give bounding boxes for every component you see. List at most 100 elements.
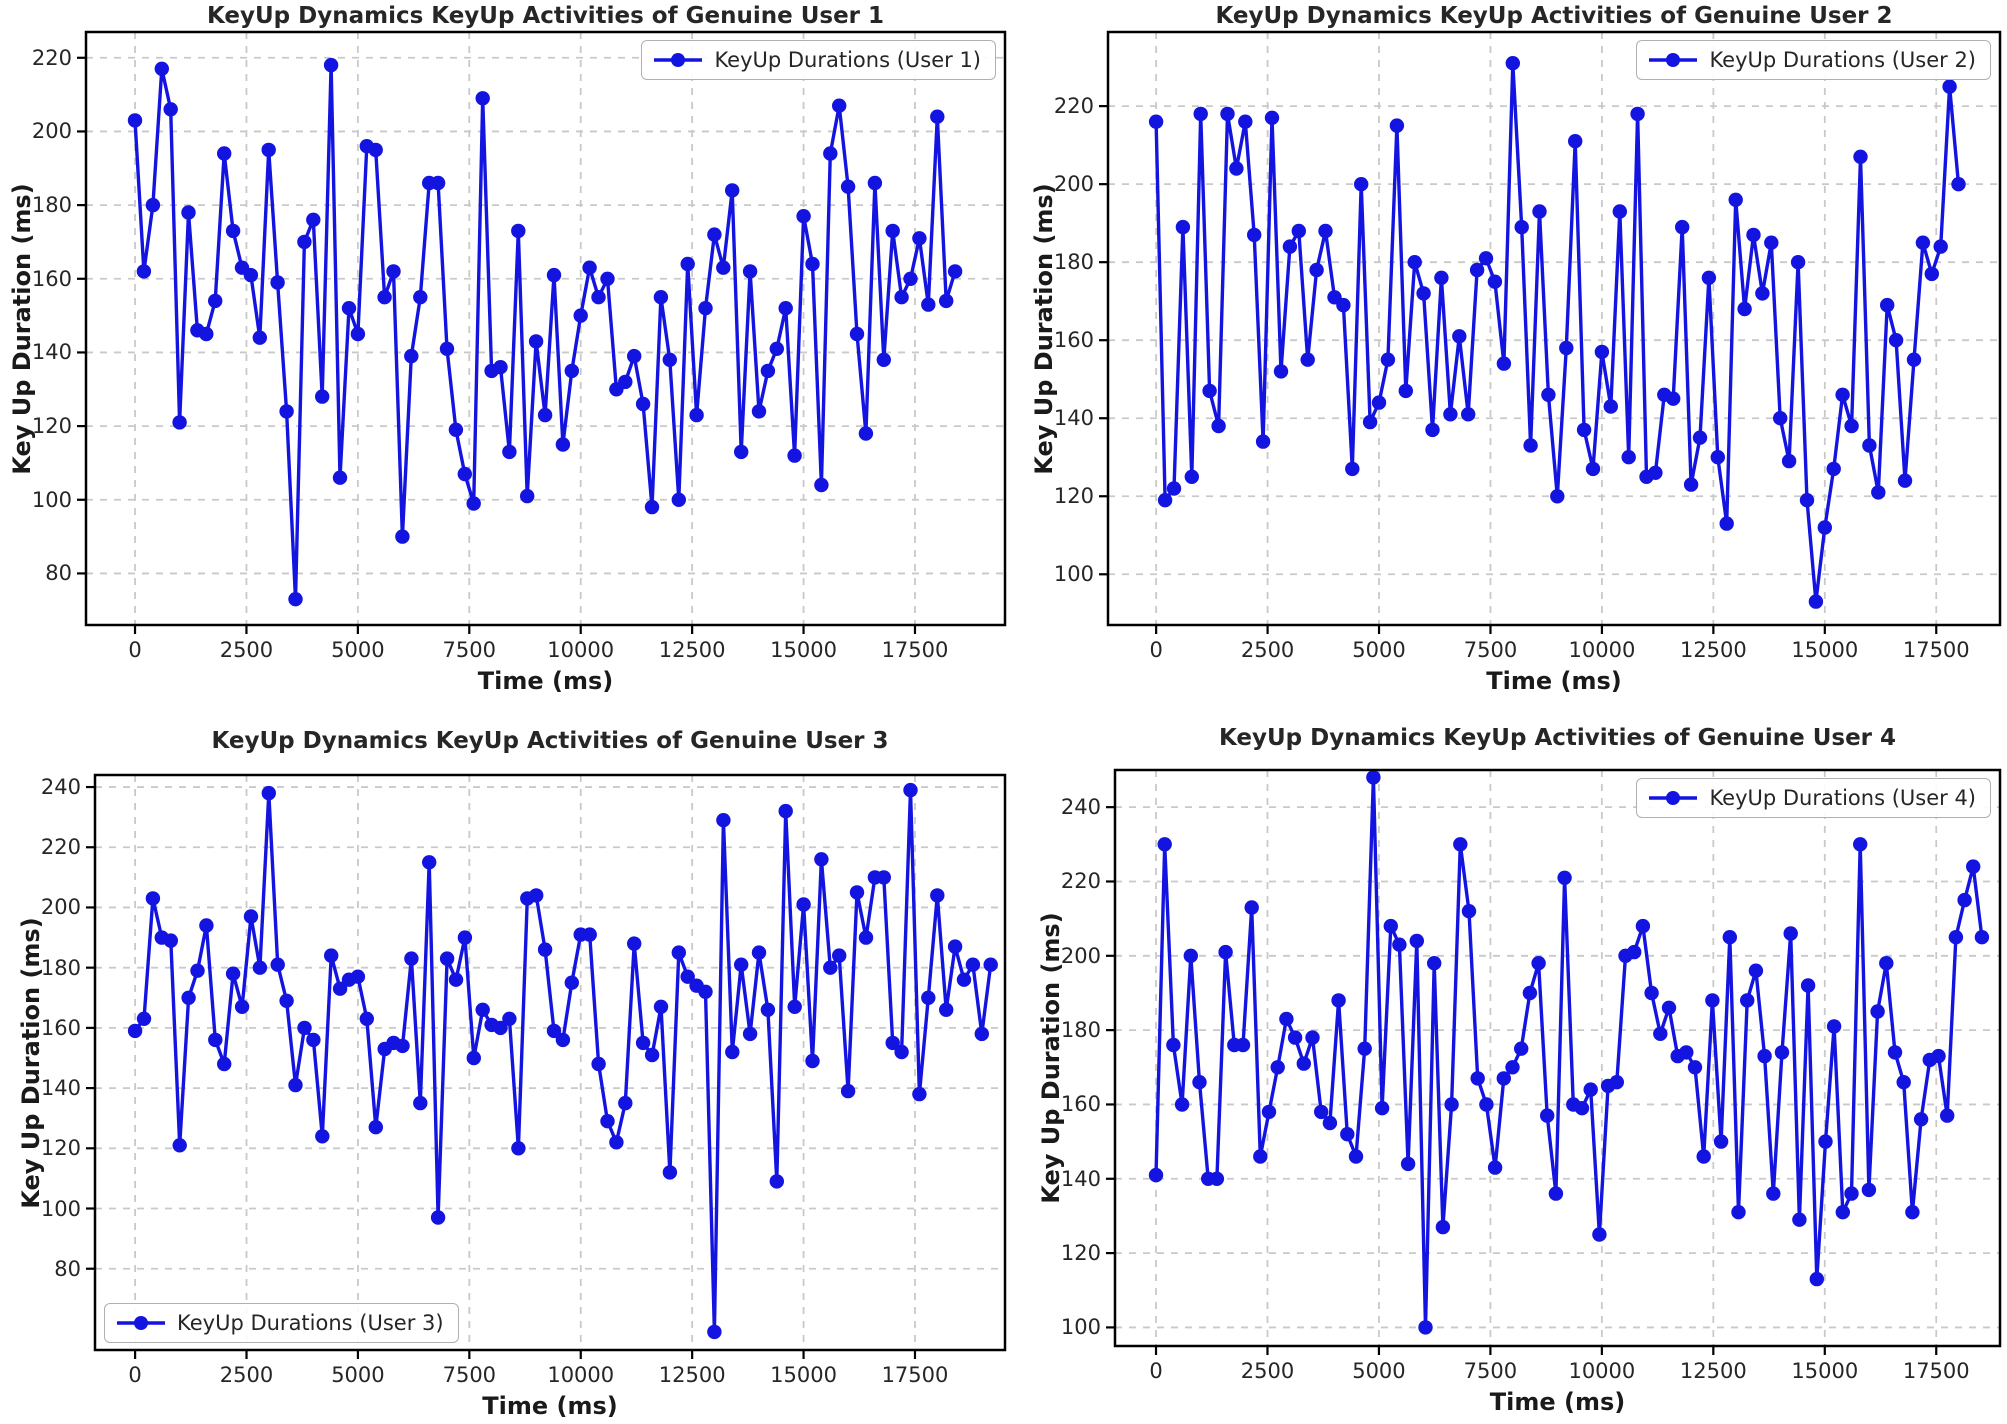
x-tick-label: 7500 [442, 1363, 497, 1387]
y-tick-label: 200 [31, 119, 72, 144]
legend-label: KeyUp Durations (User 4) [1709, 786, 1976, 810]
data-point-marker [1389, 118, 1405, 133]
x-axis-label: Time (ms) [1486, 667, 1622, 695]
data-point-marker [448, 422, 464, 437]
y-tick-label: 120 [31, 414, 72, 439]
data-point-marker [1371, 395, 1387, 410]
data-point-marker [760, 1002, 776, 1017]
data-point-marker [1748, 963, 1764, 978]
data-point-marker [698, 984, 713, 999]
data-point-marker [1469, 262, 1485, 278]
data-point-marker [1931, 1048, 1946, 1064]
data-point-marker [413, 1095, 428, 1111]
data-point-marker [395, 529, 410, 544]
data-point-marker [1418, 1320, 1433, 1335]
data-point-marker [190, 963, 205, 978]
data-point-marker [742, 1026, 758, 1042]
data-point-marker [983, 957, 998, 972]
legend-label: KeyUp Durations (User 2) [1709, 48, 1976, 72]
data-point-marker [1897, 473, 1913, 488]
data-point-marker [912, 1086, 927, 1102]
data-point-marker [1434, 270, 1449, 285]
data-point-marker [680, 969, 695, 984]
data-point-marker [136, 264, 152, 279]
data-point-marker [1261, 1104, 1277, 1120]
data-point-marker [1887, 1045, 1903, 1060]
data-point-marker [1774, 1045, 1790, 1060]
data-point-marker [208, 1032, 223, 1048]
data-point-marker [306, 212, 321, 227]
series-line [1154, 61, 1961, 604]
data-point-marker [573, 308, 588, 323]
data-point-marker [1392, 937, 1407, 952]
x-axis-label: Time (ms) [1489, 1388, 1626, 1416]
data-point-marker [734, 444, 749, 460]
data-point-marker [1576, 422, 1592, 438]
data-point-marker [849, 885, 865, 900]
data-point-marker [627, 348, 642, 364]
data-point-marker [1844, 418, 1859, 434]
data-point-marker [1792, 1212, 1807, 1227]
data-point-marker [493, 360, 508, 375]
data-point-marker [1648, 465, 1663, 480]
data-point-marker [1612, 204, 1628, 219]
x-tick-label: 12500 [1679, 1359, 1747, 1383]
data-point-marker [1461, 407, 1476, 422]
data-point-marker [671, 492, 686, 507]
data-point-marker [199, 918, 214, 933]
y-tick-label: 160 [1060, 1092, 1101, 1117]
data-point-marker [395, 1038, 410, 1054]
data-point-marker [1661, 1000, 1677, 1015]
data-point-marker [1238, 114, 1253, 129]
axes-spines [93, 773, 1007, 1352]
data-point-marker [1781, 453, 1797, 469]
data-point-marker [1183, 948, 1199, 963]
data-point-marker [787, 448, 802, 463]
data-point-marker [1722, 930, 1738, 945]
data-point-marker [1270, 1060, 1285, 1075]
data-point-marker [1514, 1041, 1529, 1056]
data-point-marker [653, 290, 669, 305]
data-point-marker [1621, 450, 1636, 465]
data-point-marker [546, 1023, 562, 1039]
data-point-marker [555, 437, 571, 452]
data-point-marker [1345, 461, 1360, 477]
data-point-marker [947, 264, 963, 279]
y-tick-label: 180 [31, 193, 72, 218]
data-point-marker [225, 966, 241, 981]
y-axis-label: Key Up Duration (ms) [17, 916, 45, 1209]
data-point-marker [1710, 450, 1726, 465]
data-point-marker [1603, 399, 1619, 414]
x-tick-label: 7500 [1463, 1359, 1518, 1383]
data-point-marker [1357, 1041, 1372, 1056]
chart-title: KeyUp Dynamics KeyUp Activities of Genui… [206, 3, 885, 29]
data-point-marker [814, 852, 829, 867]
data-point-marker [1348, 1149, 1364, 1164]
data-point-marker [154, 61, 169, 76]
data-point-marker [1264, 110, 1280, 126]
data-point-marker [529, 888, 544, 903]
data-point-marker [252, 960, 268, 975]
legend-box: KeyUp Durations (User 4) [1636, 778, 1991, 818]
data-point-marker [1817, 520, 1833, 535]
data-point-marker [1192, 1075, 1207, 1090]
data-point-marker [1826, 1019, 1842, 1034]
data-point-marker [1287, 1030, 1303, 1045]
data-point-marker [1366, 770, 1381, 785]
data-point-marker [1568, 134, 1583, 149]
data-point-marker [457, 930, 473, 945]
data-point-marker [288, 592, 303, 607]
legend-line-marker-icon [654, 53, 703, 67]
x-tick-label: 10000 [1568, 638, 1636, 662]
data-point-marker [662, 352, 677, 367]
data-point-marker [930, 888, 945, 903]
data-point-marker [208, 293, 223, 309]
data-point-marker [1380, 352, 1396, 367]
data-point-marker [332, 981, 348, 996]
data-point-marker [725, 1044, 740, 1060]
data-point-marker [796, 209, 811, 224]
y-tick-label: 200 [1053, 172, 1094, 197]
data-point-marker [858, 930, 874, 945]
data-point-marker [805, 1053, 820, 1069]
data-point-marker [796, 897, 811, 912]
